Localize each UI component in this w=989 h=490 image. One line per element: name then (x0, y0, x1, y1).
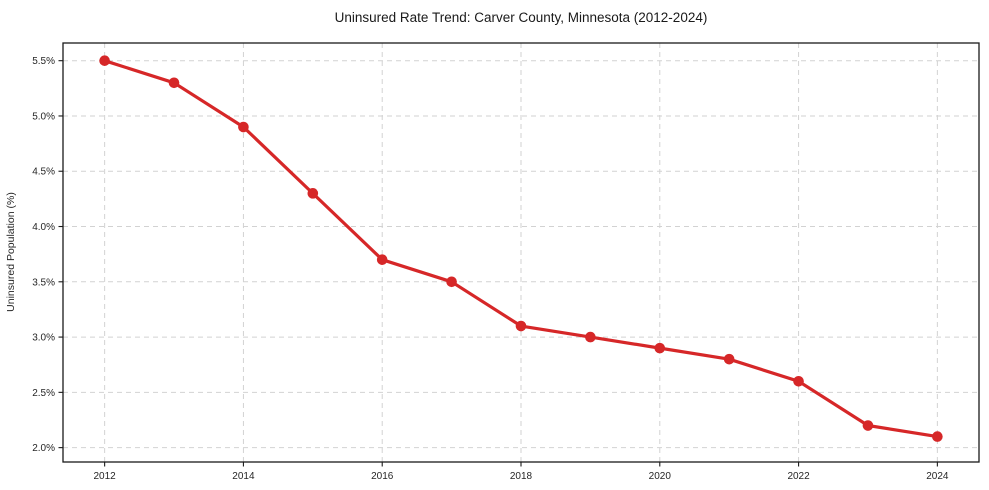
x-tick-label: 2018 (510, 471, 533, 482)
data-point (862, 420, 874, 431)
data-point (515, 320, 527, 332)
data-point (793, 375, 804, 387)
x-tick-label: 2014 (232, 471, 255, 482)
data-point (932, 431, 943, 442)
x-tick-label: 2022 (787, 471, 810, 482)
x-tick-label: 2024 (926, 471, 949, 482)
y-tick-label: 3.5% (32, 277, 55, 288)
x-tick-label: 2016 (371, 471, 394, 482)
data-point (307, 188, 319, 199)
data-point (585, 331, 596, 343)
y-tick-label: 4.0% (32, 222, 55, 233)
x-tick-label: 2020 (649, 471, 672, 482)
data-point (99, 55, 110, 66)
y-tick-label: 5.5% (32, 56, 55, 67)
data-point (723, 353, 735, 365)
y-tick-label: 4.5% (32, 167, 55, 178)
y-tick-label: 5.0% (32, 111, 55, 122)
x-tick-label: 2012 (94, 471, 117, 482)
data-point (238, 121, 249, 133)
y-axis-label: Uninsured Population (%) (5, 192, 17, 312)
y-tick-label: 2.5% (32, 388, 55, 399)
y-tick-label: 2.0% (32, 443, 55, 454)
chart-title: Uninsured Rate Trend: Carver County, Min… (335, 10, 708, 25)
data-point (654, 342, 666, 354)
data-point (376, 254, 388, 265)
data-point (446, 276, 457, 288)
y-tick-label: 3.0% (32, 333, 55, 344)
data-point (168, 77, 180, 89)
